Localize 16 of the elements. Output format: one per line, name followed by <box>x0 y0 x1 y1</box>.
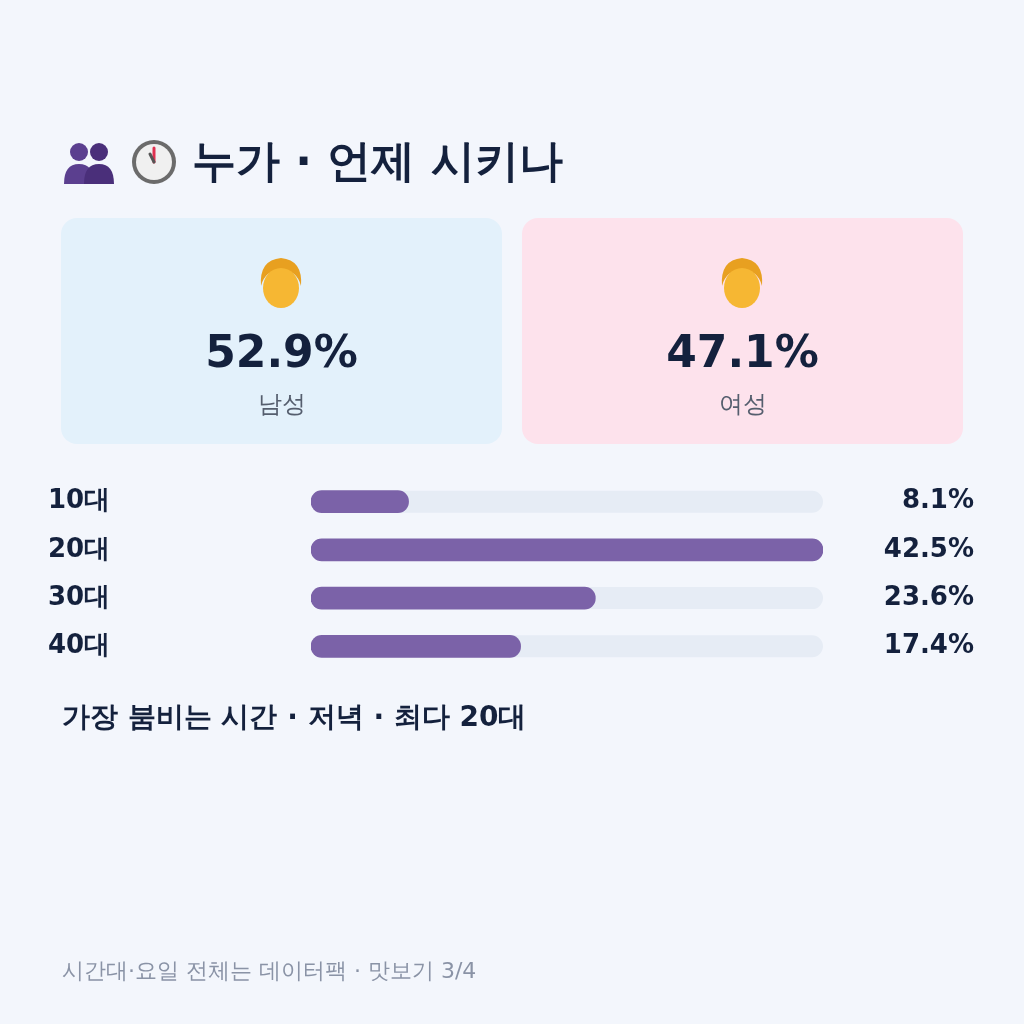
data-label: 42.5% <box>883 532 974 563</box>
text: 52.9% <box>205 326 358 377</box>
y-tick-label: 40대 <box>48 629 111 660</box>
text: 누가 · 언제 시키나 <box>192 134 563 188</box>
data-label: 17.4% <box>883 629 974 660</box>
data-label: 23.6% <box>883 580 974 611</box>
category-label: 남성 <box>256 389 307 420</box>
y-tick-label: 10대 <box>48 484 111 515</box>
bar <box>311 490 409 514</box>
y-tick-label: 30대 <box>48 580 111 611</box>
category-label: 여성 <box>717 389 768 420</box>
y-tick-label: 20대 <box>48 532 111 563</box>
text: 가장 붐비는 시간 · 저녁 · 최다 20대 <box>62 699 527 735</box>
text: 시간대·요일 전체는 데이터팩 · 맛보기 3/4 <box>62 957 477 985</box>
text: 47.1% <box>666 326 819 377</box>
data-label: 8.1% <box>901 484 974 515</box>
